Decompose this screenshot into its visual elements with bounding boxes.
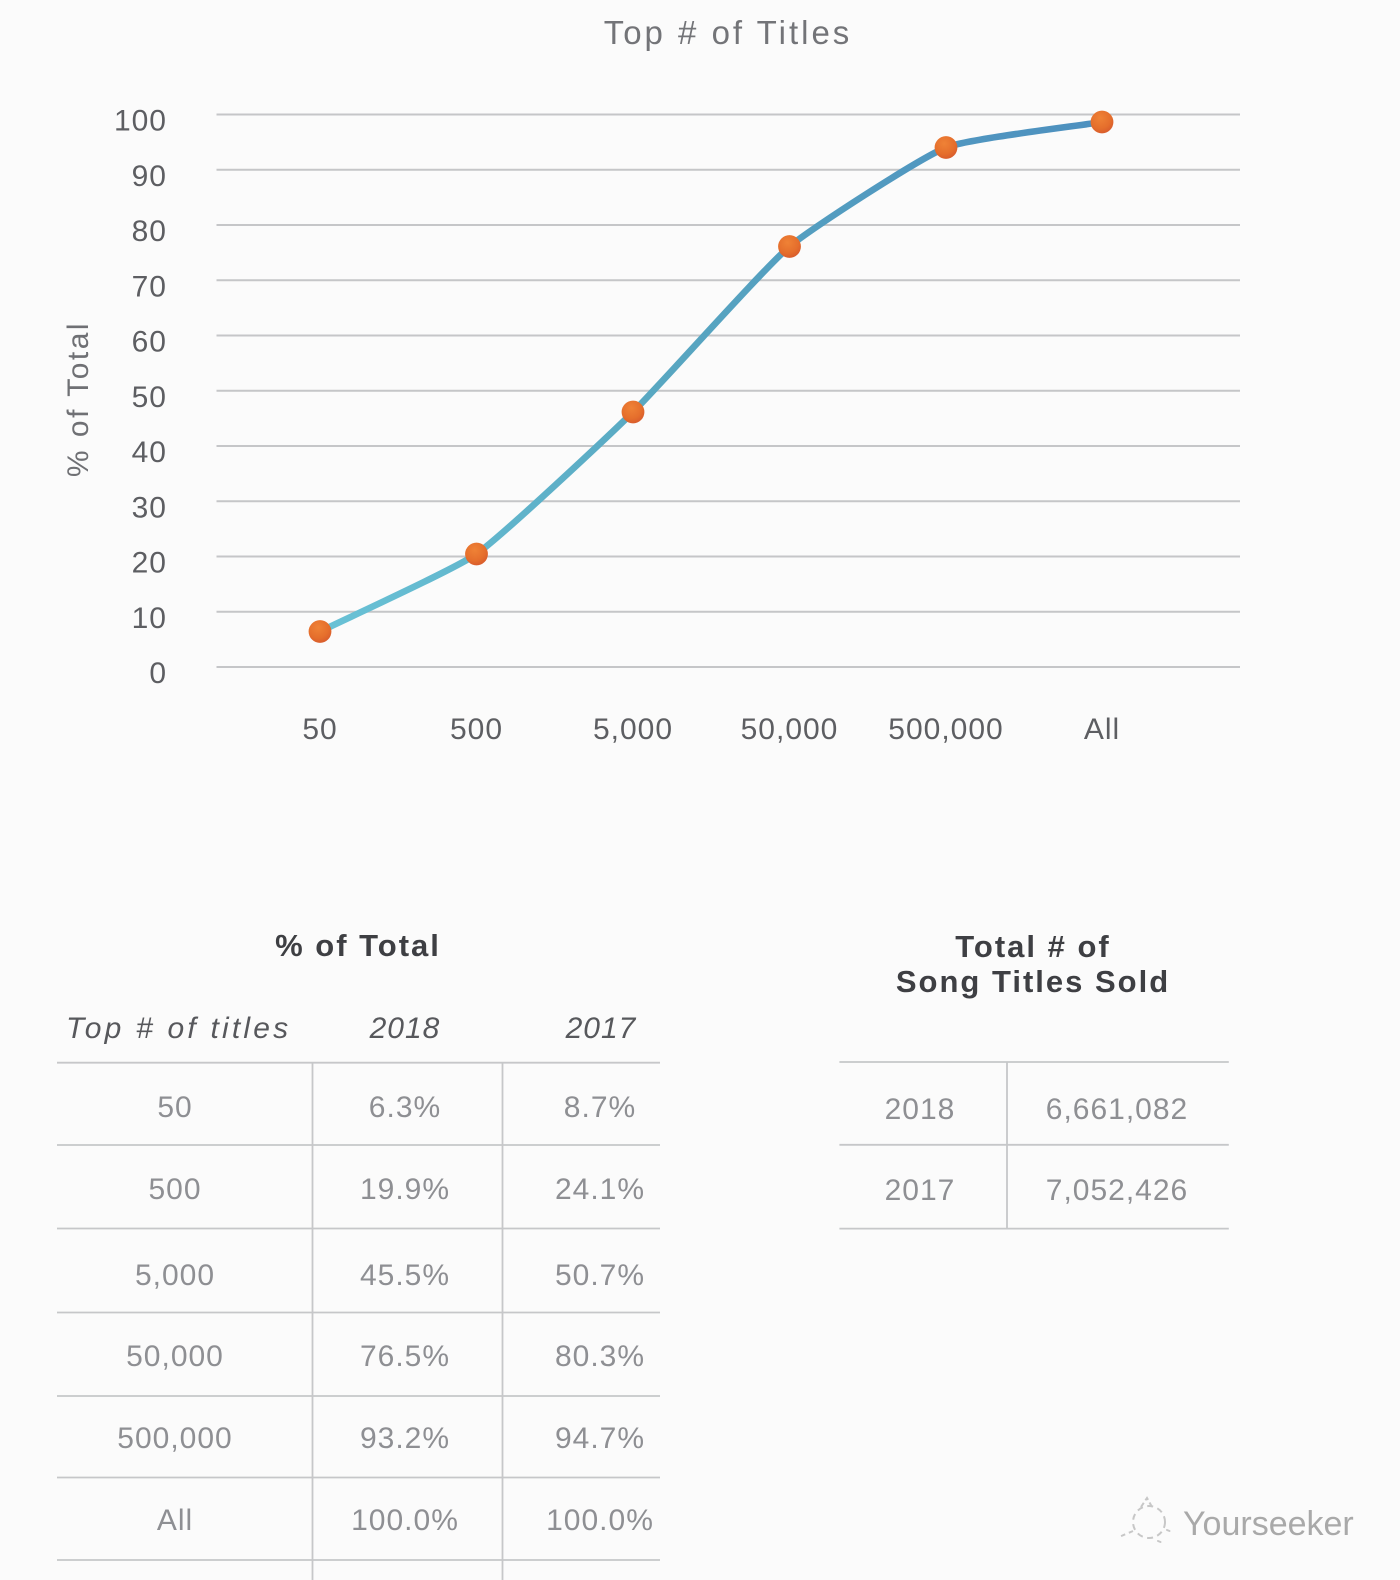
svg-text:All: All	[1084, 713, 1120, 746]
svg-text:100.0%: 100.0%	[546, 1504, 654, 1537]
svg-text:80: 80	[132, 215, 167, 248]
svg-text:30: 30	[132, 491, 167, 524]
svg-text:50: 50	[132, 381, 167, 414]
svg-text:Top # of titles: Top # of titles	[66, 1012, 291, 1045]
svg-text:2017: 2017	[565, 1012, 637, 1045]
svg-text:40: 40	[132, 436, 167, 469]
svg-text:2018: 2018	[369, 1012, 441, 1045]
svg-text:500,000: 500,000	[888, 713, 1003, 746]
svg-text:Total # of: Total # of	[955, 929, 1110, 964]
svg-text:76.5%: 76.5%	[360, 1340, 450, 1373]
svg-text:50: 50	[302, 713, 337, 746]
svg-text:All: All	[157, 1504, 193, 1537]
svg-text:50.7%: 50.7%	[555, 1259, 645, 1292]
svg-text:100: 100	[114, 105, 167, 138]
svg-text:24.1%: 24.1%	[555, 1173, 645, 1206]
svg-text:2018: 2018	[885, 1093, 956, 1126]
svg-text:5,000: 5,000	[135, 1259, 215, 1292]
svg-text:Top # of Titles: Top # of Titles	[604, 14, 853, 51]
svg-text:45.5%: 45.5%	[360, 1259, 450, 1292]
svg-text:% of Total: % of Total	[275, 928, 441, 963]
svg-text:10: 10	[132, 602, 167, 635]
svg-text:100.0%: 100.0%	[351, 1504, 459, 1537]
svg-text:8.7%: 8.7%	[564, 1091, 636, 1124]
svg-text:Song Titles Sold: Song Titles Sold	[896, 964, 1170, 999]
svg-text:% of Total: % of Total	[62, 321, 95, 477]
svg-text:0: 0	[149, 657, 167, 690]
svg-text:20: 20	[132, 547, 167, 580]
svg-text:50,000: 50,000	[126, 1340, 224, 1373]
svg-text:5,000: 5,000	[593, 713, 673, 746]
svg-text:500,000: 500,000	[117, 1422, 232, 1455]
svg-text:93.2%: 93.2%	[360, 1422, 450, 1455]
svg-text:6,661,082: 6,661,082	[1046, 1093, 1188, 1126]
svg-text:7,052,426: 7,052,426	[1046, 1174, 1188, 1207]
svg-text:90: 90	[132, 160, 167, 193]
svg-text:500: 500	[450, 713, 503, 746]
svg-text:70: 70	[132, 270, 167, 303]
svg-text:2017: 2017	[885, 1174, 956, 1207]
svg-text:6.3%: 6.3%	[369, 1091, 441, 1124]
svg-text:80.3%: 80.3%	[555, 1340, 645, 1373]
svg-text:50: 50	[157, 1091, 192, 1124]
svg-text:500: 500	[148, 1173, 201, 1206]
svg-text:19.9%: 19.9%	[360, 1173, 450, 1206]
svg-text:60: 60	[132, 326, 167, 359]
svg-text:50,000: 50,000	[741, 713, 839, 746]
svg-text:94.7%: 94.7%	[555, 1422, 645, 1455]
svg-text:Yourseeker: Yourseeker	[1183, 1505, 1354, 1543]
